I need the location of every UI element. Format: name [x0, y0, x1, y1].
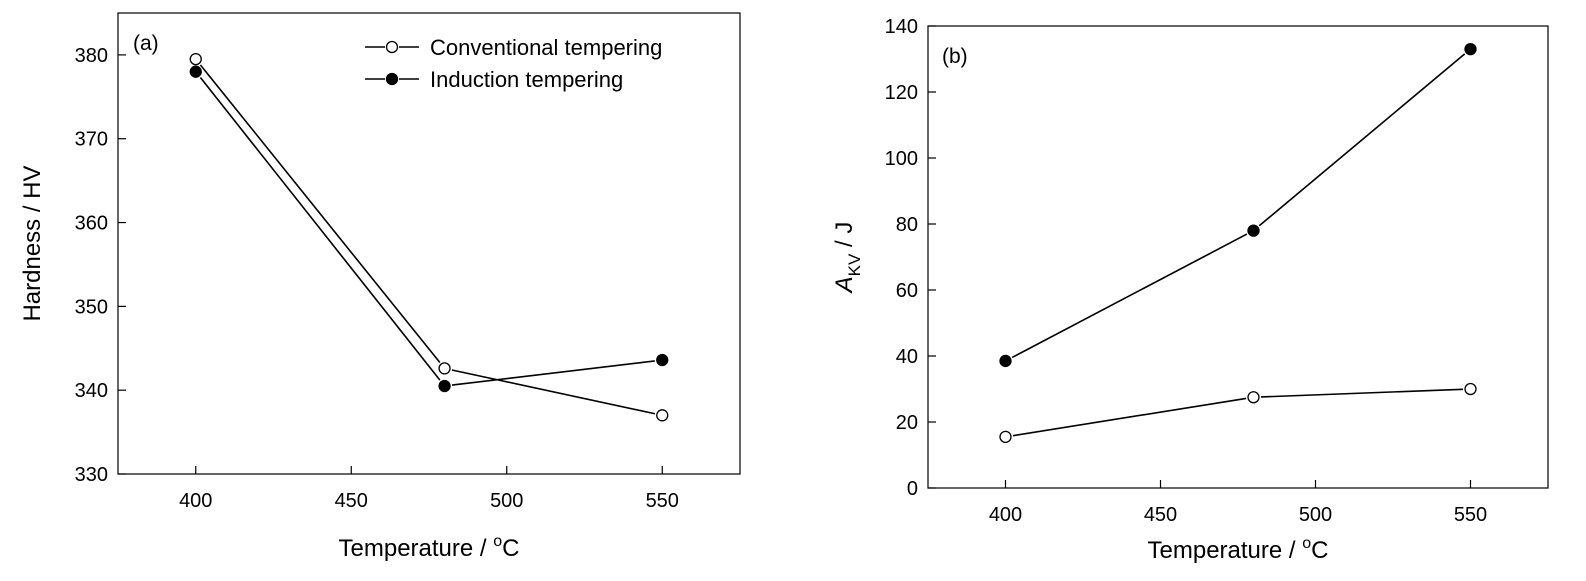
y-tick-label: 20: [896, 412, 918, 434]
x-tick-label: 450: [1144, 504, 1177, 526]
data-point-conventional: [999, 430, 1012, 444]
series-line-conventional: [199, 64, 441, 364]
y-tick-label: 360: [75, 213, 108, 235]
y-tick-label: 140: [885, 16, 918, 38]
x-tick-label: 500: [490, 490, 523, 512]
series-line-conventional: [1012, 397, 1247, 437]
series-line-induction: [199, 77, 441, 381]
y-axis-label-unit: / J: [831, 222, 858, 254]
x-tick-label: 550: [1454, 504, 1487, 526]
legend-marker: [385, 72, 399, 86]
legend-label: Conventional tempering: [430, 35, 662, 60]
series-line-induction: [1011, 233, 1248, 359]
panel-label: (a): [133, 32, 159, 55]
x-tick-label: 500: [1299, 504, 1332, 526]
series-line-conventional: [451, 369, 656, 415]
x-axis-label-text: Temperature /: [339, 535, 494, 562]
y-tick-label: 0: [907, 478, 918, 500]
data-point-conventional: [1247, 391, 1260, 404]
data-point-induction: [1464, 42, 1477, 56]
y-axis-label: Hardness / HV: [19, 165, 46, 321]
data-point-induction: [1247, 224, 1260, 237]
x-axis-label-text: Temperature /: [1148, 537, 1303, 564]
x-axis-label-degree: o: [493, 533, 502, 550]
x-tick-label: 550: [646, 490, 679, 512]
chart-panel-b: 400 450 500 550 0 20 40 60 80 100 120 140 (b) Tempera…: [831, 16, 1549, 564]
data-point-induction: [999, 354, 1012, 368]
y-tick-label: 370: [75, 129, 108, 151]
data-point-induction: [189, 65, 202, 78]
legend-item-induction: Induction tempering: [365, 67, 623, 92]
plot-frame: [927, 25, 1549, 489]
series-line-conventional: [1260, 388, 1464, 398]
y-tick-label: 350: [75, 296, 108, 318]
series-line-induction: [451, 360, 655, 386]
data-point-conventional: [656, 409, 669, 422]
data-point-conventional: [189, 52, 202, 66]
data-point-induction: [438, 379, 451, 393]
y-tick-label: 120: [885, 82, 918, 104]
y-tick-label: 100: [885, 148, 918, 170]
legend-item-conventional: Conventional tempering: [365, 35, 662, 60]
y-axis-label-symbol: A: [831, 276, 858, 294]
x-axis-label-unit: C: [502, 535, 519, 562]
x-tick-label: 400: [989, 504, 1022, 526]
x-axis-label-degree: o: [1302, 535, 1311, 552]
y-axis-label-subscript: KV: [845, 253, 864, 276]
y-tick-label: 60: [896, 280, 918, 302]
x-axis-label: Temperature / oC: [339, 533, 520, 562]
x-axis-label-unit: C: [1311, 537, 1328, 564]
y-axis-label: AKV / J: [831, 222, 864, 295]
panel-label: (b): [942, 45, 968, 68]
chart-panel-a: 400 450 500 550 330 340 350 360 370 380 (a) Tempera…: [19, 12, 741, 562]
legend-marker: [385, 40, 399, 54]
legend-label: Induction tempering: [430, 67, 623, 92]
data-point-induction: [656, 353, 669, 367]
x-axis-label: Temperature / oC: [1148, 535, 1329, 564]
y-tick-label: 340: [75, 380, 108, 402]
x-tick-label: 400: [179, 490, 212, 512]
y-tick-label: 330: [75, 464, 108, 486]
plot-frame: [117, 12, 741, 475]
x-tick-label: 450: [335, 490, 368, 512]
series-line-induction: [1258, 53, 1466, 227]
y-tick-label: 80: [896, 214, 918, 236]
y-tick-label: 380: [75, 45, 108, 67]
y-tick-label: 40: [896, 346, 918, 368]
data-point-conventional: [438, 362, 451, 375]
data-point-conventional: [1464, 382, 1477, 396]
